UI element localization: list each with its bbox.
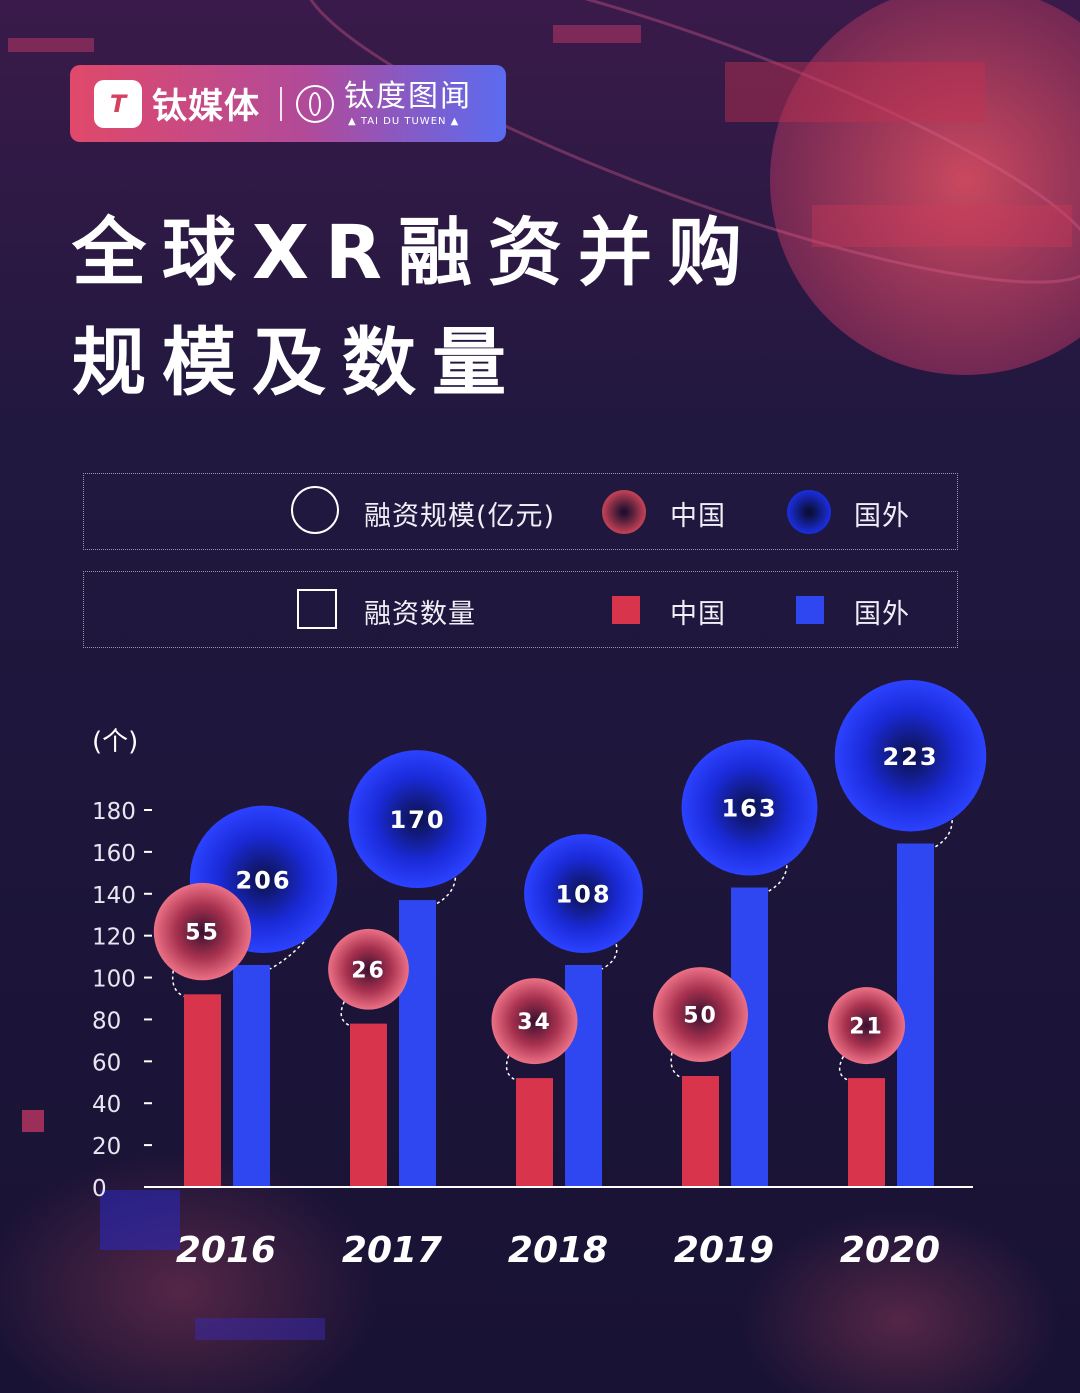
bar-china: [848, 1078, 885, 1187]
y-axis: 0 20 40 60 80 100 120 140 160 180: [92, 799, 152, 1202]
legend-china-label: 中国: [670, 501, 726, 532]
y-tick-label: 140: [92, 883, 136, 909]
bubble-foreign-label: 163: [721, 795, 777, 823]
circle-legend-icon: [291, 486, 339, 534]
bubbles: 206 55 170 26 108 34 163 50 223 21: [153, 679, 987, 1065]
bar-china: [350, 1023, 387, 1187]
connector-foreign: [767, 865, 788, 893]
square-legend-icon: [297, 589, 337, 629]
legend-china-label-2: 中国: [670, 599, 726, 630]
legend-foreign-label: 国外: [854, 501, 910, 532]
bubble-foreign-label: 108: [555, 881, 611, 909]
bubble-china-label: 55: [185, 921, 220, 946]
x-tick-label: 2020: [840, 1230, 940, 1271]
connector-foreign: [435, 877, 457, 905]
legend-scale-label: 融资规模(亿元): [364, 501, 556, 532]
y-tick-label: 0: [92, 1176, 107, 1202]
bubble-china: [328, 928, 409, 1010]
legend-count-label: 融资数量: [364, 599, 476, 630]
bubble-china: [828, 987, 905, 1065]
connector-foreign: [933, 820, 953, 849]
bubble-foreign: [681, 739, 818, 876]
bubble-china: [653, 967, 748, 1062]
brand-badge: T 钛媒体 钛度图闻 ▲ TAI DU TUWEN ▲: [70, 65, 506, 142]
legend-scale-row: 融资规模(亿元) 中国 国外: [83, 473, 958, 550]
y-axis-unit-label: (个): [92, 727, 138, 757]
connector-foreign: [601, 943, 618, 970]
connector-china: [340, 1001, 351, 1027]
bubble-foreign: [348, 750, 487, 889]
page-title-line1: 全球XR融资并购: [72, 210, 759, 296]
bubble-china-label: 21: [849, 1015, 884, 1040]
y-tick-label: 180: [92, 799, 136, 825]
brand-divider: [280, 86, 283, 121]
bubble-china: [153, 882, 252, 981]
page-title-line2: 规模及数量: [72, 320, 522, 406]
foreign-square-icon: [796, 596, 824, 624]
legend-count-row: 融资数量 中国 国外: [83, 571, 958, 648]
bar-china: [184, 994, 221, 1187]
bubble-foreign: [834, 679, 987, 832]
connector-china: [670, 1052, 683, 1079]
bubble-china-label: 26: [351, 958, 386, 983]
x-tick-label: 2016: [176, 1230, 276, 1271]
x-axis-labels: 2016 2017 2018 2019 2020: [176, 1230, 940, 1271]
bar-foreign: [233, 964, 270, 1187]
bubble-china-label: 50: [683, 1004, 718, 1029]
connector-china: [838, 1056, 849, 1081]
bubble-connectors: [171, 820, 953, 1081]
connector-china: [505, 1055, 517, 1081]
bubble-foreign-label: 170: [389, 806, 445, 834]
bubble-china-label: 34: [517, 1010, 552, 1035]
connector-china: [171, 970, 185, 998]
y-tick-label: 100: [92, 967, 136, 993]
bubble-foreign-label: 206: [235, 866, 291, 894]
brand-name: 钛媒体: [152, 87, 261, 127]
x-tick-label: 2018: [508, 1230, 608, 1271]
china-circle-icon: [602, 490, 646, 534]
y-tick-label: 20: [92, 1134, 121, 1160]
bar-foreign: [399, 900, 436, 1187]
y-tick-label: 120: [92, 925, 136, 951]
sub-brand-cn: 钛度图闻: [344, 79, 473, 114]
y-tick-label: 40: [92, 1092, 121, 1118]
sub-brand: 钛度图闻 ▲ TAI DU TUWEN ▲: [344, 79, 473, 128]
bubble-china: [491, 978, 578, 1065]
china-square-icon: [612, 596, 640, 624]
bar-china: [516, 1078, 553, 1187]
bubble-foreign: [524, 834, 643, 953]
y-tick-label: 160: [92, 841, 136, 867]
foreign-circle-icon: [787, 490, 831, 534]
x-tick-label: 2019: [674, 1230, 774, 1271]
y-tick-label: 80: [92, 1008, 121, 1034]
brand-logo-icon: T: [94, 79, 142, 128]
bubble-foreign-label: 223: [882, 743, 938, 771]
x-tick-label: 2017: [342, 1230, 442, 1271]
legend-foreign-label-2: 国外: [854, 599, 910, 630]
bar-china: [682, 1075, 719, 1187]
sub-brand-en: ▲ TAI DU TUWEN ▲: [348, 116, 460, 127]
y-tick-label: 60: [92, 1050, 121, 1076]
eye-icon: [296, 84, 335, 123]
